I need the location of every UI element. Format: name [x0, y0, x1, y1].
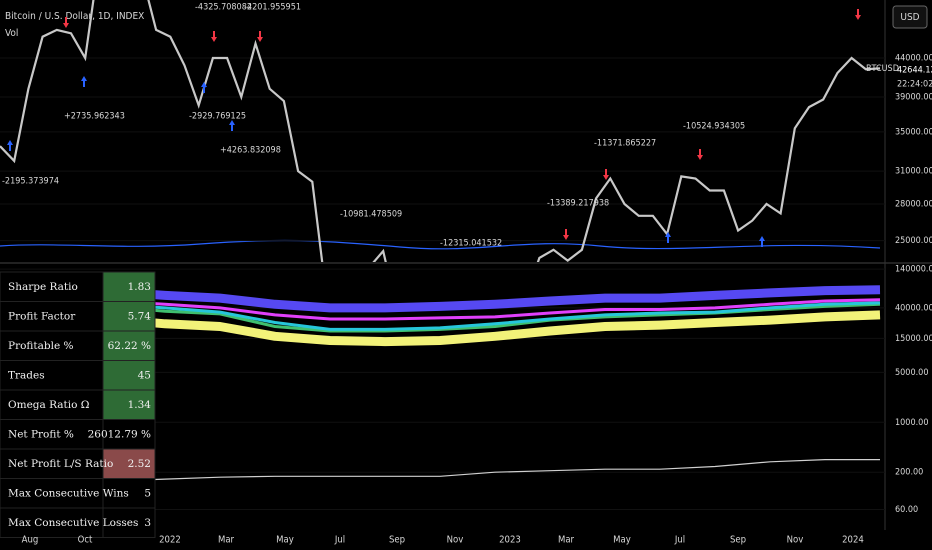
- x-tick-label: 2024: [842, 535, 864, 546]
- trade-arrow: [7, 140, 13, 151]
- table-value-cell: [102, 330, 156, 361]
- trade-annotation: +2735.962343: [64, 112, 125, 122]
- table-label: Sharpe Ratio: [8, 281, 78, 293]
- volume-label: Vol: [5, 28, 18, 39]
- y-tick-label: 1000.00: [895, 418, 928, 428]
- last-price: 42644.12: [897, 66, 932, 76]
- y-tick-label: 44000.00: [895, 53, 932, 63]
- y-tick-label: 35000.00: [895, 127, 932, 137]
- trade-annotation: -2929.769125: [189, 112, 246, 122]
- table-label-cell: [0, 360, 104, 391]
- trade-arrow: [257, 31, 263, 42]
- x-tick-label: Sep: [730, 535, 746, 546]
- trade-annotation: -10524.934305: [683, 122, 745, 132]
- x-tick-label: Aug: [22, 535, 39, 546]
- currency-label: USD: [900, 12, 919, 23]
- x-tick-label: 2022: [159, 535, 181, 546]
- table-value: 5.74: [128, 310, 152, 322]
- table-value-cell: [102, 507, 156, 538]
- table-value-cell: [102, 271, 156, 302]
- table-value-cell: [102, 389, 156, 420]
- table-label: Net Profit %: [8, 428, 74, 440]
- y-tick-label: 5000.00: [895, 368, 928, 378]
- y-tick-label: 28000.00: [895, 200, 932, 210]
- table-label-cell: [0, 271, 104, 302]
- trade-arrow: [603, 169, 609, 180]
- table-label: Max Consecutive Wins: [8, 487, 129, 499]
- trade-annotation: -12315.041532: [440, 239, 502, 249]
- y-tick-label: 39000.00: [895, 92, 932, 102]
- trade-annotation: -11371.865227: [594, 139, 656, 149]
- x-tick-label: May: [276, 535, 294, 546]
- table-value: 5: [144, 487, 151, 499]
- y-tick-label: 15000.00: [895, 334, 932, 344]
- table-label: Profitable %: [8, 340, 74, 352]
- table-label: Profit Factor: [8, 310, 76, 322]
- table-value: 1.34: [128, 399, 152, 411]
- countdown: 22:24:02: [897, 80, 932, 90]
- x-tick-label: May: [613, 535, 631, 546]
- table-value-cell: [102, 419, 156, 450]
- table-label-cell: [0, 507, 104, 538]
- price-pane: [0, 0, 885, 262]
- trade-annotation: -2195.373974: [2, 177, 59, 187]
- trade-arrow: [563, 229, 569, 240]
- y-tick-label: 25000.00: [895, 236, 932, 246]
- trade-annotation: -10981.478509: [340, 210, 402, 220]
- trade-arrow: [697, 149, 703, 160]
- table-value: 45: [138, 369, 151, 381]
- table-label: Max Consecutive Losses: [8, 517, 138, 529]
- table-value: 2.52: [128, 458, 151, 470]
- y-tick-label: 31000.00: [895, 167, 932, 177]
- x-tick-label: Nov: [447, 535, 464, 546]
- trade-annotation: -13389.217938: [547, 199, 609, 209]
- table-value: 3: [144, 517, 151, 529]
- volume-ma: [0, 239, 881, 250]
- trade-annotation: -4201.955951: [244, 3, 301, 13]
- y-tick-label: 140000.00: [895, 265, 932, 275]
- x-tick-label: Oct: [78, 535, 93, 546]
- table-label: Trades: [8, 369, 45, 381]
- symbol-label: BTCUSD: [866, 64, 899, 74]
- symbol-title: Bitcoin / U.S. Dollar, 1D, INDEX: [5, 11, 144, 22]
- trade-arrow: [201, 82, 207, 93]
- trade-arrow: [81, 76, 87, 87]
- table-label-cell: [0, 478, 104, 509]
- x-tick-label: Jul: [674, 535, 685, 546]
- trade-annotation: -4325.708082: [195, 3, 252, 13]
- trade-arrow: [63, 17, 69, 28]
- x-tick-label: Mar: [558, 535, 575, 546]
- y-tick-label: 60.00: [895, 505, 918, 515]
- x-tick-label: Nov: [787, 535, 804, 546]
- x-tick-label: Sep: [389, 535, 405, 546]
- table-value: 26012.79 %: [88, 428, 151, 440]
- price-line: [0, 0, 881, 262]
- x-tick-label: Mar: [218, 535, 235, 546]
- table-label-cell: [0, 389, 104, 420]
- table-value: 62.22 %: [108, 340, 151, 352]
- table-value: 1.83: [128, 281, 151, 293]
- trade-annotation: +4263.832098: [220, 146, 281, 156]
- table-value-cell: [102, 478, 156, 509]
- overlay: 44000.0039000.0035000.0031000.0028000.00…: [0, 3, 932, 546]
- table-label-cell: [0, 301, 104, 332]
- y-tick-label: 200.00: [895, 468, 923, 478]
- trade-arrow: [855, 9, 861, 20]
- trade-arrow: [211, 31, 217, 42]
- x-tick-label: 2023: [499, 535, 521, 546]
- x-tick-label: Jul: [334, 535, 345, 546]
- table-label: Omega Ratio Ω: [8, 399, 90, 411]
- trade-arrow: [229, 120, 235, 131]
- table-value-cell: [102, 448, 156, 479]
- currency-button[interactable]: [892, 5, 928, 29]
- trade-arrow: [665, 232, 671, 243]
- y-tick-label: 40000.00: [895, 303, 932, 313]
- trade-arrow: [759, 236, 765, 247]
- table-label: Net Profit L/S Ratio: [8, 458, 113, 470]
